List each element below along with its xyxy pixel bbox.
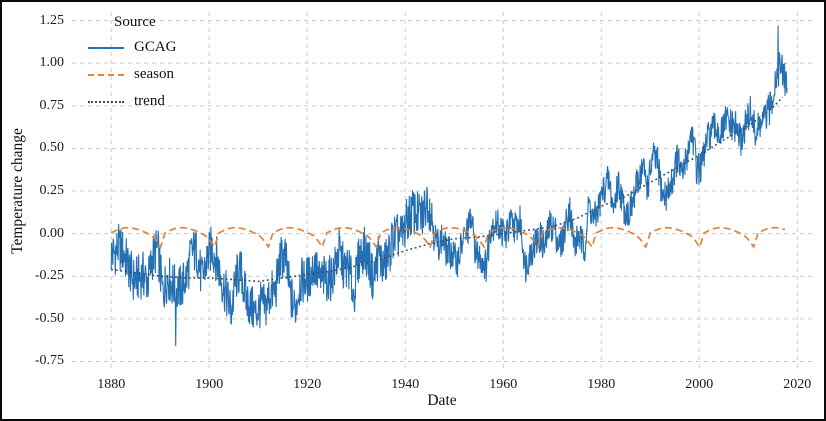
y-tick-label: -0.50 — [34, 310, 64, 326]
x-tick-label: 1960 — [489, 377, 518, 392]
y-tick-label: 0.00 — [39, 225, 65, 241]
legend-entry: trend — [88, 93, 177, 110]
legend-entries: GCAG season trend — [88, 39, 177, 110]
x-tick-label: 1880 — [97, 377, 126, 392]
legend-entry-label: trend — [134, 93, 165, 109]
legend-entry-label: season — [134, 66, 174, 82]
legend-entry-label: GCAG — [134, 39, 177, 55]
x-tick-label: 1980 — [587, 377, 616, 392]
legend-entry: GCAG — [88, 39, 177, 56]
y-tick-label: -0.25 — [34, 268, 64, 284]
y-tick-label: 0.75 — [39, 97, 65, 113]
x-tick-label: 1900 — [195, 377, 224, 392]
legend-entry: season — [88, 66, 177, 83]
legend-line-sample — [88, 46, 124, 49]
x-tick-label: 2000 — [685, 377, 714, 392]
y-tick-label: -0.75 — [34, 353, 64, 369]
legend-line-sample — [88, 100, 124, 103]
season-line — [110, 226, 786, 249]
x-tick-label: 1940 — [391, 377, 420, 392]
legend: Source GCAG season trend — [88, 14, 177, 120]
y-tick-label: 0.50 — [39, 140, 65, 156]
legend-line-sample — [88, 73, 124, 76]
gcag-line — [110, 25, 788, 347]
y-tick-label: 1.00 — [39, 55, 65, 71]
x-axis-title: Date — [427, 392, 457, 409]
x-tick-label: 1920 — [293, 377, 322, 392]
legend-title: Source — [114, 14, 156, 30]
x-tick-label: 2020 — [783, 377, 812, 392]
y-tick-label: 0.25 — [39, 183, 65, 198]
y-tick-label: 1.25 — [39, 12, 65, 28]
